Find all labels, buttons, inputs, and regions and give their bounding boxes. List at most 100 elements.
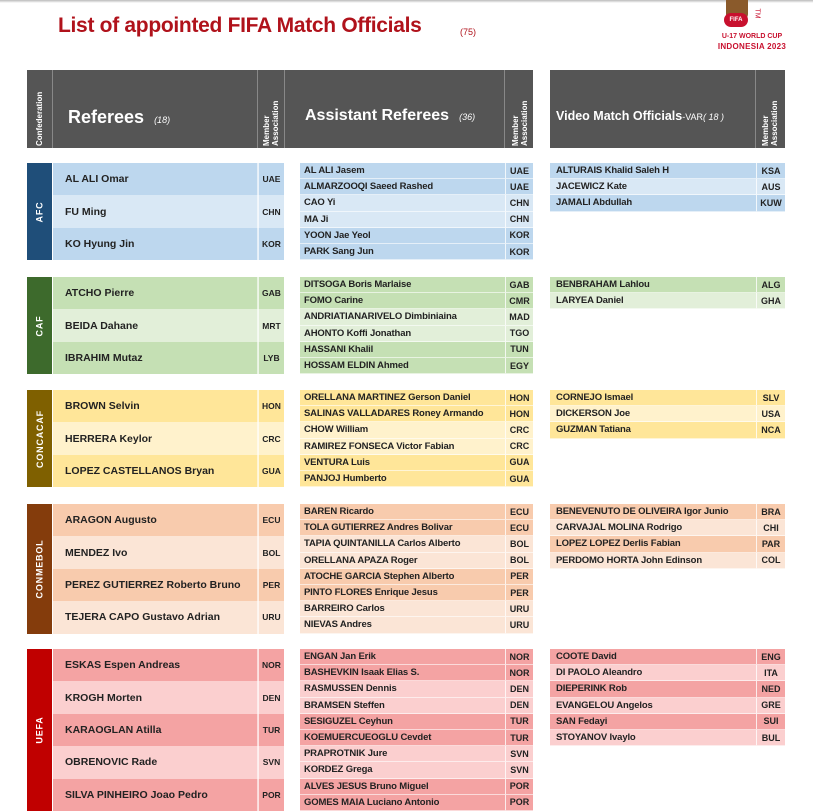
- assistant-member-association: NOR: [505, 665, 533, 682]
- confederation-label: UEFA: [27, 649, 52, 811]
- var-member-association: COL: [756, 552, 785, 569]
- assistant-member-association: CHN: [505, 211, 533, 228]
- var-member-association: ITA: [756, 665, 785, 682]
- assistant-member-association: HON: [505, 406, 533, 423]
- assistant-member-association: SVN: [505, 746, 533, 763]
- var-member-association: KSA: [756, 163, 785, 180]
- assistant-referee-name: PANJOJ Humberto: [300, 471, 505, 488]
- assistant-referee-name: MA Ji: [300, 211, 505, 228]
- assistant-referee-name: CHOW William: [300, 422, 505, 439]
- member-label: Member: [511, 115, 520, 146]
- var-official-name: ALTURAIS Khalid Saleh H: [550, 163, 756, 180]
- assistant-member-association: GAB: [505, 277, 533, 294]
- var-official-name: SAN Fedayi: [550, 713, 756, 730]
- assistant-member-association: URU: [505, 601, 533, 618]
- assistant-referee-name: SALINAS VALLADARES Roney Armando: [300, 406, 505, 423]
- var-official-name: DICKERSON Joe: [550, 406, 756, 423]
- assistant-referee-name: AHONTO Koffi Jonathan: [300, 325, 505, 342]
- referee-member-association: BOL: [258, 536, 284, 569]
- assistant-member-association: DEN: [505, 697, 533, 714]
- var-official-name: EVANGELOU Angelos: [550, 697, 756, 714]
- member-label: Member: [262, 115, 271, 146]
- referees-count: (18): [154, 115, 171, 125]
- referee-name: OBRENOVIC Rade: [53, 746, 258, 779]
- referee-name: MENDEZ Ivo: [53, 536, 258, 569]
- assistant-member-association: DEN: [505, 681, 533, 698]
- assistant-member-association: BOL: [505, 536, 533, 553]
- assistant-member-association: ECU: [505, 520, 533, 537]
- var-member-association: SLV: [756, 390, 785, 407]
- referee-member-association: SVN: [258, 746, 284, 779]
- assistant-referee-name: AL ALI Jasem: [300, 163, 505, 180]
- referee-name: HERRERA Keylor: [53, 422, 258, 455]
- referee-member-association: LYB: [258, 341, 284, 375]
- member-association-header-2: Member Association: [511, 101, 529, 146]
- assistant-member-association: SVN: [505, 762, 533, 779]
- assistant-member-association: UAE: [505, 163, 533, 180]
- assistant-member-association: MAD: [505, 309, 533, 326]
- var-member-association: USA: [756, 406, 785, 423]
- referee-name: KROGH Morten: [53, 681, 258, 714]
- divider: [257, 70, 258, 148]
- var-official-name: STOYANOV Ivaylo: [550, 730, 756, 747]
- var-member-association: NED: [756, 681, 785, 698]
- var-official-name: COOTE David: [550, 649, 756, 666]
- referee-member-association: UAE: [258, 163, 284, 196]
- referee-name: BROWN Selvin: [53, 390, 258, 423]
- referee-member-association: CHN: [258, 195, 284, 228]
- assistant-member-association: KOR: [505, 244, 533, 261]
- var-member-association: ENG: [756, 649, 785, 666]
- assistant-member-association: CRC: [505, 422, 533, 439]
- assistant-member-association: BOL: [505, 552, 533, 569]
- assistant-referee-name: ANDRIATIANARIVELO Dimbiniaina: [300, 309, 505, 326]
- assistant-referee-name: VENTURA Luis: [300, 454, 505, 471]
- assistant-referee-name: PINTO FLORES Enrique Jesus: [300, 585, 505, 602]
- assistant-referee-name: BASHEVKIN Isaak Elias S.: [300, 665, 505, 682]
- referee-name: FU Ming: [53, 195, 258, 228]
- assistant-referee-name: ENGAN Jan Erik: [300, 649, 505, 666]
- var-member-association: AUS: [756, 179, 785, 196]
- member-association-header-3: Member Association: [761, 101, 779, 146]
- assistant-member-association: KOR: [505, 227, 533, 244]
- association-label: Association: [770, 100, 779, 146]
- u17-world-cup-logo: FIFA TM U-17 WORLD CUP INDONESIA 2023: [716, 0, 788, 58]
- assistant-member-association: EGY: [505, 358, 533, 375]
- logo-line1: U-17 WORLD CUP: [721, 33, 783, 40]
- assistant-referees-count: (36): [459, 112, 476, 122]
- assistant-referee-name: DITSOGA Boris Marlaise: [300, 277, 505, 294]
- confederation-label: CAF: [27, 277, 52, 375]
- var-member-association: BRA: [756, 504, 785, 521]
- referee-member-association: TUR: [258, 713, 284, 747]
- assistant-referee-name: PRAPROTNIK Jure: [300, 746, 505, 763]
- trademark: TM: [753, 8, 761, 19]
- assistant-referee-name: BARREIRO Carlos: [300, 601, 505, 618]
- referee-member-association: HON: [258, 390, 284, 423]
- var-suffix: -VAR: [682, 112, 704, 122]
- var-official-name: PERDOMO HORTA John Edinson: [550, 552, 756, 569]
- var-count: ( 18 ): [703, 112, 725, 122]
- var-member-association: ALG: [756, 277, 785, 294]
- var-member-association: GRE: [756, 697, 785, 714]
- assistant-referee-name: TAPIA QUINTANILLA Carlos Alberto: [300, 536, 505, 553]
- member-label: Member: [761, 115, 770, 146]
- assistant-member-association: UAE: [505, 179, 533, 196]
- assistant-member-association: POR: [505, 778, 533, 795]
- referee-name: BEIDA Dahane: [53, 309, 258, 342]
- fifa-badge: FIFA: [724, 13, 748, 27]
- assistant-referee-name: FOMO Carine: [300, 293, 505, 310]
- var-official-name: JAMALI Abdullah: [550, 195, 756, 212]
- assistant-member-association: CMR: [505, 293, 533, 310]
- confederation-name: CONMEBOL: [34, 539, 45, 599]
- var-official-name: JACEWICZ Kate: [550, 179, 756, 196]
- var-official-name: LARYEA Daniel: [550, 293, 756, 310]
- var-official-name: BENEVENUTO DE OLIVEIRA Igor Junio: [550, 504, 756, 521]
- logo-line2: INDONESIA 2023: [717, 42, 787, 51]
- var-table-header: [550, 70, 785, 148]
- referee-name: TEJERA CAPO Gustavo Adrian: [53, 601, 258, 634]
- assistant-member-association: TUN: [505, 341, 533, 358]
- referee-member-association: DEN: [258, 681, 284, 714]
- var-member-association: GHA: [756, 293, 785, 310]
- referee-member-association: GUA: [258, 454, 284, 488]
- referee-name: KO Hyung Jin: [53, 227, 258, 261]
- confederation-header: Confederation: [35, 91, 44, 146]
